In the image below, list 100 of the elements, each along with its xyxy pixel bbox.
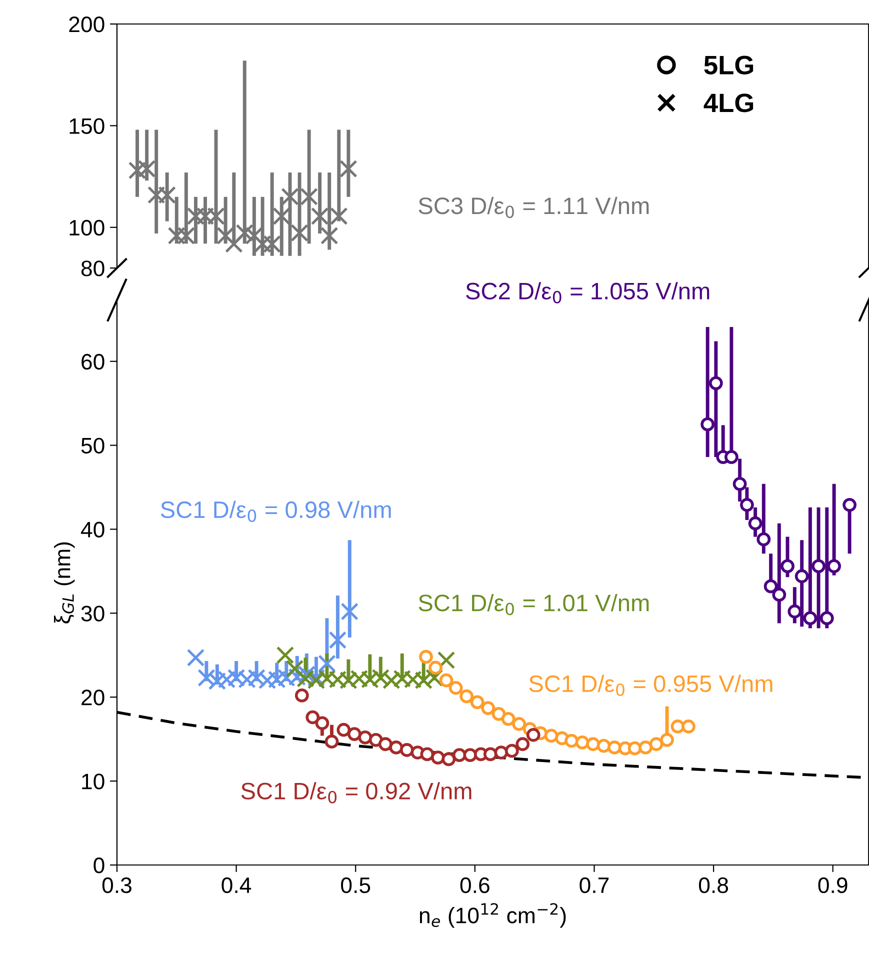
- text: SC2 D/ε$_{0}$ = 1.055 V/nm: [466, 282, 710, 304]
- point: [724, 450, 738, 464]
- point: [827, 559, 841, 574]
- y-tick-label: 0: [94, 858, 104, 874]
- point: [437, 651, 456, 670]
- point: [740, 498, 754, 512]
- point: [682, 720, 696, 734]
- x-tick-label: 0.6: [460, 877, 490, 894]
- point: [586, 737, 600, 752]
- point: [306, 710, 320, 724]
- point: [147, 186, 166, 204]
- point: [208, 672, 226, 690]
- point: [238, 670, 256, 688]
- x-tick-label: 0.4: [222, 877, 252, 894]
- point: [286, 660, 304, 678]
- point: [452, 748, 466, 762]
- x-tick-label: 0.9: [818, 877, 848, 894]
- point: [708, 376, 723, 390]
- point: [315, 716, 330, 730]
- y-tick-label: 20: [82, 690, 104, 706]
- legend-label: 4LG: [704, 94, 754, 112]
- point: [596, 738, 611, 753]
- point: [481, 701, 495, 715]
- point: [564, 734, 579, 748]
- x-tick-label: 0.8: [698, 877, 728, 894]
- point: [492, 706, 506, 721]
- point: [336, 722, 351, 737]
- point: [350, 670, 368, 688]
- point: [358, 730, 372, 744]
- point: [842, 498, 857, 512]
- x-tick-label: 0.7: [580, 877, 609, 894]
- point: [318, 654, 336, 672]
- point: [361, 670, 379, 688]
- y-tick-label: 100: [70, 220, 104, 236]
- text: SC3 D/ε$_{0}$ = 1.11 V/nm: [418, 196, 649, 218]
- point: [276, 646, 294, 664]
- point: [780, 559, 794, 574]
- y-tick-label: 30: [81, 606, 104, 622]
- point: [372, 668, 390, 687]
- x-tick-label: 0.3: [102, 877, 132, 894]
- point: [318, 670, 336, 688]
- point: [393, 670, 412, 688]
- point: [463, 748, 478, 762]
- point: [186, 207, 205, 226]
- point: [389, 740, 404, 754]
- series-label: SC1 D/ε$_{0}$ = 0.92 V/nm: [241, 782, 472, 804]
- y-tick-label: 80: [81, 260, 104, 276]
- point: [430, 750, 445, 765]
- point: [494, 746, 508, 760]
- point: [649, 737, 664, 752]
- x-tick-label: 0.5: [341, 877, 370, 894]
- point: [324, 734, 339, 749]
- y-tick-label: 40: [80, 522, 104, 538]
- point: [248, 668, 266, 687]
- point: [628, 741, 642, 756]
- y-tick-label: 200: [69, 16, 104, 32]
- point: [470, 695, 484, 710]
- point: [439, 673, 454, 688]
- point: [820, 611, 834, 626]
- point: [328, 631, 347, 649]
- point: [207, 207, 225, 226]
- point: [544, 728, 558, 743]
- point: [378, 737, 392, 752]
- point: [414, 671, 432, 690]
- point: [772, 588, 786, 602]
- point: [420, 747, 434, 762]
- point: [328, 670, 347, 688]
- point: [196, 207, 214, 226]
- point: [442, 752, 456, 766]
- point: [483, 747, 498, 762]
- point: [788, 604, 802, 618]
- point: [404, 670, 422, 688]
- legend-label: 5LG: [704, 56, 754, 74]
- y-tick-label: 10: [82, 774, 104, 790]
- point: [756, 532, 771, 546]
- point: [340, 671, 358, 690]
- point: [138, 160, 156, 178]
- y-tick-label: 50: [81, 438, 104, 454]
- y-tick-label: 150: [70, 118, 104, 134]
- point: [638, 740, 652, 754]
- point: [575, 736, 590, 750]
- point: [294, 688, 309, 702]
- point: [501, 712, 516, 726]
- point: [382, 671, 400, 690]
- point: [296, 670, 314, 688]
- point: [236, 224, 254, 242]
- point: [258, 671, 276, 690]
- y-axis-title: ξ$_{GL}$ (nm): [54, 542, 75, 624]
- x-axis-title: n$_{e}$ (10$^{12}$ cm$^{−2}$): [420, 903, 566, 928]
- point: [732, 476, 747, 491]
- point: [158, 186, 176, 204]
- point: [320, 226, 338, 245]
- point: [512, 717, 526, 731]
- point: [516, 737, 530, 752]
- point: [347, 727, 362, 741]
- point: [812, 559, 826, 574]
- point: [268, 670, 286, 688]
- point: [700, 417, 715, 432]
- point: [419, 650, 433, 664]
- point: [803, 611, 818, 626]
